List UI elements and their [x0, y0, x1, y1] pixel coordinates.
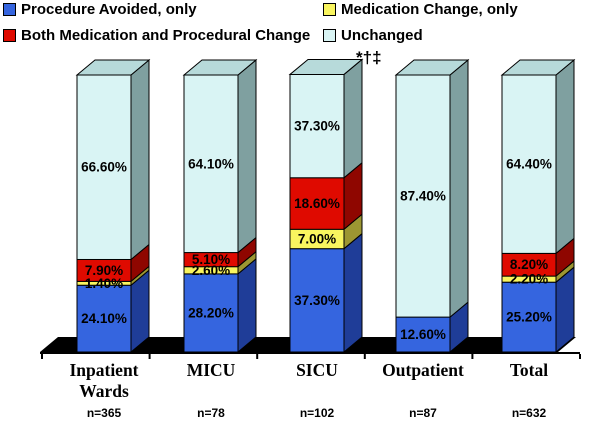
bar-segment-side: [130, 58, 150, 261]
bar-top-face: [500, 59, 576, 76]
value-label: 28.20%: [188, 305, 234, 320]
bar-segment-front: [76, 74, 132, 260]
bar-segment-front: [501, 74, 557, 254]
bar-segment-side: [449, 58, 469, 319]
value-label: 25.20%: [506, 310, 552, 325]
value-label: 12.60%: [400, 327, 446, 342]
bar-segment-front: [289, 73, 345, 179]
value-label: 64.10%: [188, 156, 234, 171]
legend-swatch-cyan: [323, 29, 336, 42]
value-label: 37.30%: [294, 119, 340, 134]
n-count-micu: n=78: [197, 406, 225, 420]
legend-item-unchanged: Unchanged: [323, 27, 423, 44]
bar-segment-side: [555, 58, 575, 255]
value-label: 66.60%: [81, 160, 127, 175]
legend-swatch-blue: [3, 3, 16, 16]
value-label: 37.30%: [294, 293, 340, 308]
bar-segment-side: [237, 58, 257, 254]
category-label-total: Total: [509, 360, 549, 380]
value-label: 2.60%: [192, 263, 230, 278]
value-label: 64.40%: [506, 157, 552, 172]
value-label: 1.40%: [85, 276, 123, 291]
category-label-inpatient-wards: Inpatient Wards: [69, 360, 139, 401]
value-label: 24.10%: [81, 311, 127, 326]
value-label: 2.20%: [510, 272, 548, 287]
category-label-micu: MICU: [186, 360, 236, 380]
legend-label: Both Medication and Procedural Change: [21, 27, 311, 44]
legend-item-both-changes: Both Medication and Procedural Change: [3, 27, 310, 44]
value-label: 7.90%: [85, 263, 123, 278]
bar-segment-side: [237, 257, 257, 354]
n-count-total: n=632: [511, 406, 547, 420]
bar-segment-side: [343, 232, 363, 354]
bar-top-face: [75, 59, 151, 76]
bar-top-face: [288, 58, 364, 75]
legend-label: Procedure Avoided, only: [21, 1, 197, 18]
bar-top-face: [182, 59, 258, 76]
bar-segment-front: [183, 74, 239, 254]
bar-segment-front: [183, 273, 239, 353]
value-label: 5.10%: [192, 252, 230, 267]
bar-top-face: [394, 59, 470, 76]
legend-label: Unchanged: [341, 27, 423, 44]
legend-item-procedure-avoided: Procedure Avoided, only: [3, 1, 197, 18]
bar-segment-front: [395, 74, 451, 318]
bar-segment-side: [343, 58, 363, 179]
n-count-inpatient-wards: n=365: [86, 406, 122, 420]
bar-segment-front: [289, 248, 345, 353]
value-label: 18.60%: [294, 196, 340, 211]
category-label-sicu: SICU: [296, 360, 338, 380]
legend-label: Medication Change, only: [341, 1, 518, 18]
legend-swatch-red: [3, 29, 16, 42]
bar-segment-front: [395, 316, 451, 353]
n-count-outpatient: n=87: [409, 406, 437, 420]
value-label: 87.40%: [400, 189, 446, 204]
n-count-sicu: n=102: [299, 406, 335, 420]
value-label: 7.00%: [298, 231, 336, 246]
legend-item-medication-change: Medication Change, only: [323, 1, 518, 18]
category-label-outpatient: Outpatient: [382, 360, 464, 380]
legend-swatch-yellow: [323, 3, 336, 16]
value-label: 8.20%: [510, 257, 548, 272]
